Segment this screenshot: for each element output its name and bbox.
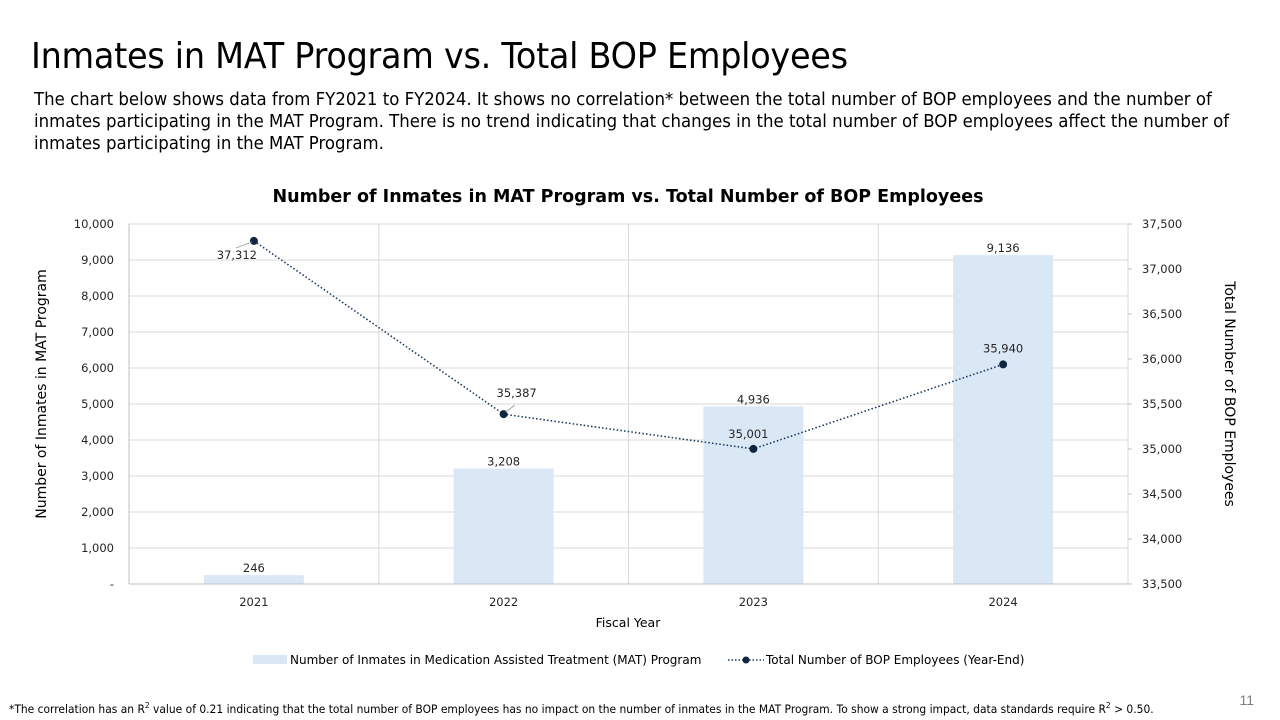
legend: Number of Inmates in Medication Assisted… bbox=[253, 653, 1024, 667]
y2-axis-title: Total Number of BOP Employees bbox=[1221, 280, 1237, 507]
line-data-label: 35,387 bbox=[497, 386, 537, 400]
line-data-label: 35,940 bbox=[983, 341, 1023, 355]
axes: - 1,000 2,000 3,000 4,000 5,000 6,000 7,000 8,00… bbox=[74, 217, 1183, 609]
legend-marker-icon bbox=[742, 656, 750, 664]
line-point bbox=[249, 236, 258, 245]
footnote-text-3: > 0.50. bbox=[1110, 701, 1154, 716]
line-path bbox=[253, 240, 1004, 450]
footnote-sup-1: 2 bbox=[144, 701, 150, 710]
x-tick-label: 2022 bbox=[489, 595, 518, 609]
y-tick-label: 2,000 bbox=[81, 505, 114, 519]
y2-tick-label: 33,500 bbox=[1142, 577, 1182, 591]
bar-data-label: 246 bbox=[243, 561, 265, 575]
x-tick-label: 2023 bbox=[739, 595, 768, 609]
footnote: *The correlation has an R2 value of 0.21… bbox=[9, 701, 1154, 716]
y-tick-label: 1,000 bbox=[81, 541, 114, 555]
legend-label-bar: Number of Inmates in Medication Assisted… bbox=[290, 653, 701, 667]
y2-tick-label: 34,500 bbox=[1142, 487, 1182, 501]
legend-swatch-bar bbox=[253, 655, 287, 664]
y2-tick-label: 36,000 bbox=[1142, 352, 1182, 366]
y-tick-label: - bbox=[110, 577, 114, 591]
label-leader-line bbox=[505, 404, 515, 413]
x-tick-label: 2021 bbox=[239, 595, 268, 609]
y-tick-label: 7,000 bbox=[81, 325, 114, 339]
bar bbox=[953, 255, 1054, 584]
footnote-text-1: *The correlation has an R bbox=[9, 701, 145, 716]
data-labels: 246 3,208 4,936 9,136 37,312 35,387 35,001 35,9… bbox=[217, 241, 1024, 575]
chart-title: Number of Inmates in MAT Program vs. Tot… bbox=[273, 187, 984, 207]
legend-label-line: Total Number of BOP Employees (Year-End) bbox=[765, 653, 1024, 667]
bar-series bbox=[203, 255, 1054, 584]
intro-paragraph: The chart below shows data from FY2021 t… bbox=[34, 89, 1230, 154]
bar bbox=[453, 468, 554, 584]
bar bbox=[203, 575, 304, 584]
line-point bbox=[749, 444, 758, 453]
line-point bbox=[999, 360, 1008, 369]
x-tick-label: 2024 bbox=[988, 595, 1017, 609]
footnote-sup-2: 2 bbox=[1105, 701, 1111, 710]
y-tick-label: 6,000 bbox=[81, 361, 114, 375]
y2-tick-label: 36,500 bbox=[1142, 307, 1182, 321]
bar-data-label: 4,936 bbox=[737, 392, 770, 406]
y-tick-label: 8,000 bbox=[81, 289, 114, 303]
y-tick-label: 9,000 bbox=[81, 253, 114, 267]
footnote-text-2: value of 0.21 indicating that the total … bbox=[149, 701, 1106, 716]
y-tick-label: 4,000 bbox=[81, 433, 114, 447]
combo-chart: Number of Inmates in MAT Program vs. Tot… bbox=[34, 187, 1237, 667]
y-tick-label: 5,000 bbox=[81, 397, 114, 411]
line-data-label: 37,312 bbox=[217, 248, 257, 262]
y-axis-title: Number of Inmates in MAT Program bbox=[34, 269, 50, 519]
bar bbox=[703, 406, 804, 584]
line-data-label: 35,001 bbox=[728, 427, 768, 441]
y-tick-label: 3,000 bbox=[81, 469, 114, 483]
label-leader-line bbox=[235, 241, 253, 249]
y2-tick-label: 34,000 bbox=[1142, 532, 1182, 546]
y2-tick-label: 35,500 bbox=[1142, 397, 1182, 411]
y2-tick-label: 35,000 bbox=[1142, 442, 1182, 456]
page-number: 11 bbox=[1239, 692, 1254, 708]
bar-data-label: 9,136 bbox=[987, 241, 1020, 255]
slide-title: Inmates in MAT Program vs. Total BOP Emp… bbox=[31, 36, 848, 77]
x-axis-title: Fiscal Year bbox=[596, 615, 662, 630]
bar-data-label: 3,208 bbox=[487, 455, 520, 469]
y-tick-label: 10,000 bbox=[74, 217, 114, 231]
y2-tick-label: 37,500 bbox=[1142, 217, 1182, 231]
y2-tick-label: 37,000 bbox=[1142, 262, 1182, 276]
